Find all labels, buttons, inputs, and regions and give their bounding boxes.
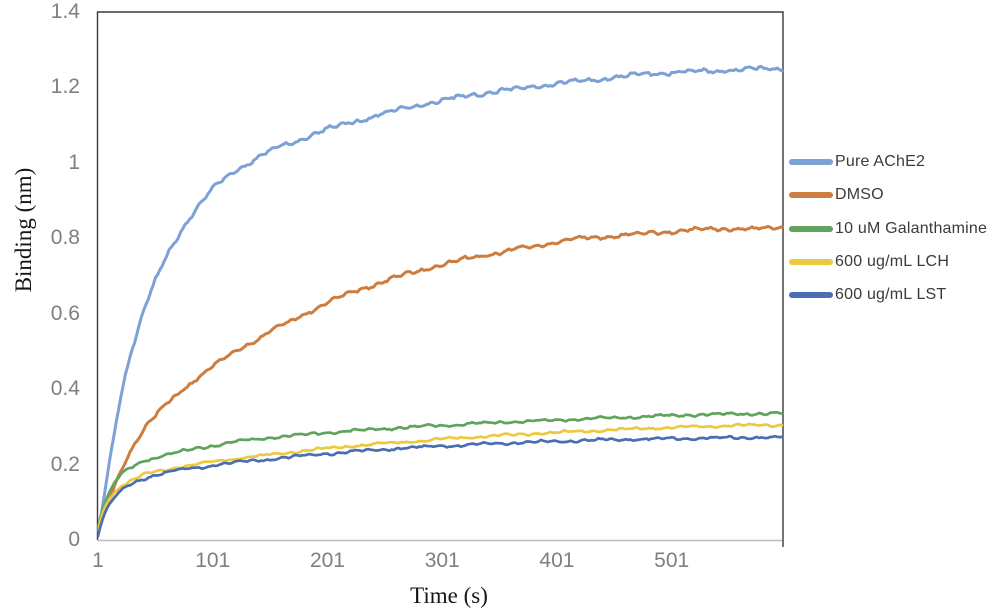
y-axis-title: Binding (nm) [11,167,36,293]
y-tick-label: 0.2 [50,452,80,476]
x-tick-label: 401 [539,549,575,572]
y-tick-label: 0.8 [50,226,80,250]
y-tick-label: 1.2 [50,75,80,99]
legend-label: 600 ug/mL LST [835,286,947,303]
legend-item-10-um-galanthamine: 10 uM Galanthamine [789,217,987,241]
x-tick-label: 1 [92,549,104,572]
y-tick-label: 1 [68,150,80,174]
legend-swatch-dmso [789,192,833,199]
legend-label: Pure AChE2 [835,153,926,170]
legend-item-600-ug-ml-lch: 600 ug/mL LCH [789,250,949,274]
series-line-pure-ache2 [97,64,784,534]
x-tick-label: 201 [309,549,345,572]
legend-label: 600 ug/mL LCH [835,252,950,270]
y-tick-label: 0.6 [50,301,80,325]
x-tick-label: 301 [424,549,460,572]
y-tick-label: 0 [68,528,80,551]
legend-swatch-10-um-galanthamine [789,225,833,232]
plot-border [96,11,784,540]
legend-swatch-600-ug-ml-lst [789,292,833,298]
x-tick-label: 101 [195,549,231,572]
x-axis-title: Time (s) [410,583,488,608]
legend-item-600-ug-ml-lst: 600 ug/mL LST [789,283,946,307]
legend-item-pure-ache2: Pure AChE2 [789,150,925,174]
legend-swatch-600-ug-ml-lch [789,258,833,265]
series-line-10-um-galanthamine [97,410,784,531]
series-line-600-ug-ml-lst [97,434,784,538]
y-tick-label: 1.4 [50,0,80,23]
x-tick-label: 501 [654,549,690,572]
series-line-dmso [97,224,784,534]
legend-swatch-pure-ache2 [789,159,833,165]
legend-item-dmso: DMSO [789,183,884,207]
series-line-600-ug-ml-lch [97,422,784,532]
y-tick-label: 0.4 [50,377,80,401]
legend-label: 10 uM Galanthamine [835,219,988,237]
legend-label: DMSO [835,186,884,204]
